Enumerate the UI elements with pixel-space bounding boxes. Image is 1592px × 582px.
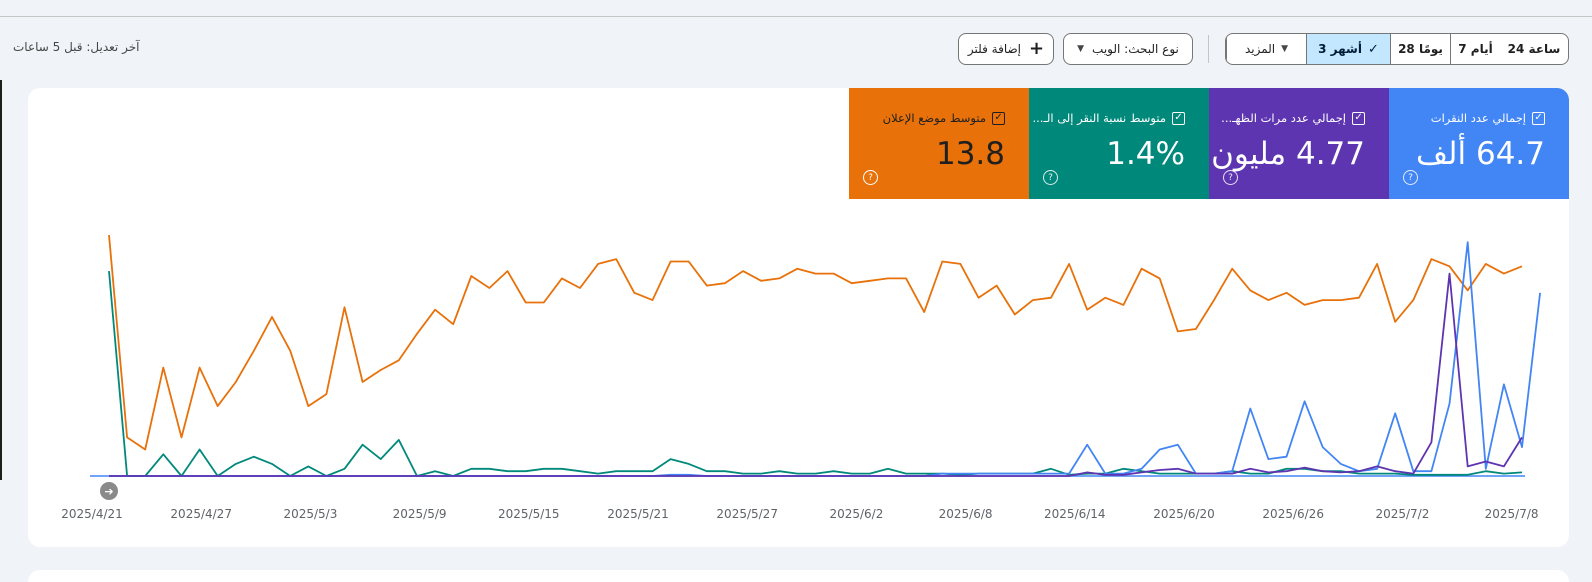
metric-tile-position[interactable]: ✓ متوسط موضع الإعلان 13.8 ?	[849, 88, 1029, 199]
x-tick-label: 2025/6/2	[829, 507, 883, 521]
bottom-card	[28, 570, 1569, 582]
checkbox-checked-icon[interactable]: ✓	[1532, 111, 1545, 125]
metric-value: 13.8	[935, 136, 1005, 172]
x-tick-label: 2025/6/8	[939, 507, 993, 521]
x-tick-label: 2025/4/21	[61, 507, 123, 521]
date-more-dropdown[interactable]: المزيد ▼	[1226, 34, 1306, 64]
arrow-right-icon: ➔	[104, 485, 113, 498]
metric-tile-ctr[interactable]: ✓ متوسط نسبة النقر إلى الـ... 1.4% ?	[1029, 88, 1209, 199]
metric-label: متوسط نسبة النقر إلى الـ...	[1032, 111, 1167, 125]
more-label: المزيد	[1244, 42, 1276, 56]
last-modified-text: آخر تعديل: قبل 5 ساعات	[13, 40, 140, 54]
x-tick-label: 2025/6/14	[1044, 507, 1106, 521]
caret-down-icon: ▼	[1077, 44, 1085, 54]
x-tick-label: 2025/7/2	[1375, 507, 1429, 521]
x-tick-label: 2025/5/9	[393, 507, 447, 521]
date-option-7d[interactable]: 7 أيام	[1450, 34, 1500, 64]
date-option-label: 28 يومًا	[1398, 42, 1443, 56]
series-line-3	[108, 271, 1523, 477]
date-range-selector: 24 ساعة 7 أيام 28 يومًا 3 أشهر ✓ المزيد …	[1225, 33, 1569, 65]
checkmark-icon: ✓	[1367, 41, 1379, 57]
x-tick-label: 2025/4/27	[170, 507, 232, 521]
x-tick-label: 2025/5/21	[607, 507, 669, 521]
series-line-2	[109, 272, 1523, 477]
help-icon[interactable]: ?	[1223, 170, 1238, 185]
add-filter-button[interactable]: إضافة فلتر +	[958, 33, 1054, 65]
x-tick-label: 2025/6/20	[1153, 507, 1215, 521]
metric-label: متوسط موضع الإعلان	[882, 111, 986, 125]
checkbox-checked-icon[interactable]: ✓	[1352, 111, 1365, 125]
date-option-28d[interactable]: 28 يومًا	[1390, 34, 1450, 64]
left-edge-bar	[0, 80, 2, 480]
metric-value: 64.7 ألف	[1415, 136, 1545, 172]
x-tick-label: 2025/7/8	[1485, 507, 1539, 521]
top-divider	[0, 16, 1592, 17]
help-icon[interactable]: ?	[1043, 170, 1058, 185]
checkbox-checked-icon[interactable]: ✓	[992, 111, 1005, 125]
toolbar: آخر تعديل: قبل 5 ساعات إضافة فلتر + ▼ نو…	[0, 33, 1592, 65]
metric-value: 4.77 مليون	[1211, 136, 1365, 172]
search-type-dropdown[interactable]: ▼ نوع البحث: الويب	[1063, 33, 1193, 65]
x-tick-label: 2025/6/26	[1262, 507, 1324, 521]
help-icon[interactable]: ?	[863, 170, 878, 185]
search-type-label: نوع البحث: الويب	[1092, 42, 1179, 56]
metric-label: إجمالي عدد مرات الظهـ...	[1221, 111, 1346, 125]
metric-tile-clicks[interactable]: ✓ إجمالي عدد النقرات 64.7 ألف ?	[1389, 88, 1569, 199]
metric-value: 1.4%	[1106, 136, 1185, 172]
add-filter-label: إضافة فلتر	[967, 42, 1022, 56]
date-option-label: 24 ساعة	[1507, 42, 1561, 56]
series-line-1	[109, 241, 1541, 477]
help-icon[interactable]: ?	[1403, 170, 1418, 185]
plus-icon: +	[1029, 38, 1045, 59]
date-option-3m[interactable]: 3 أشهر ✓	[1306, 34, 1390, 64]
date-option-label: 7 أيام	[1458, 42, 1493, 56]
date-option-24h[interactable]: 24 ساعة	[1500, 34, 1568, 64]
toolbar-separator	[1208, 35, 1209, 63]
annotation-marker[interactable]: ➔	[100, 482, 118, 500]
x-tick-label: 2025/5/15	[498, 507, 560, 521]
annotation-circle	[100, 482, 118, 500]
metric-tile-impressions[interactable]: ✓ إجمالي عدد مرات الظهـ... 4.77 مليون ?	[1209, 88, 1389, 199]
x-tick-label: 2025/5/3	[283, 507, 337, 521]
x-tick-label: 2025/5/27	[716, 507, 778, 521]
caret-down-icon: ▼	[1281, 44, 1289, 54]
series-line-0	[108, 234, 1523, 451]
metric-label: إجمالي عدد النقرات	[1430, 111, 1526, 125]
checkbox-checked-icon[interactable]: ✓	[1172, 111, 1185, 125]
date-option-label: 3 أشهر	[1318, 42, 1362, 56]
